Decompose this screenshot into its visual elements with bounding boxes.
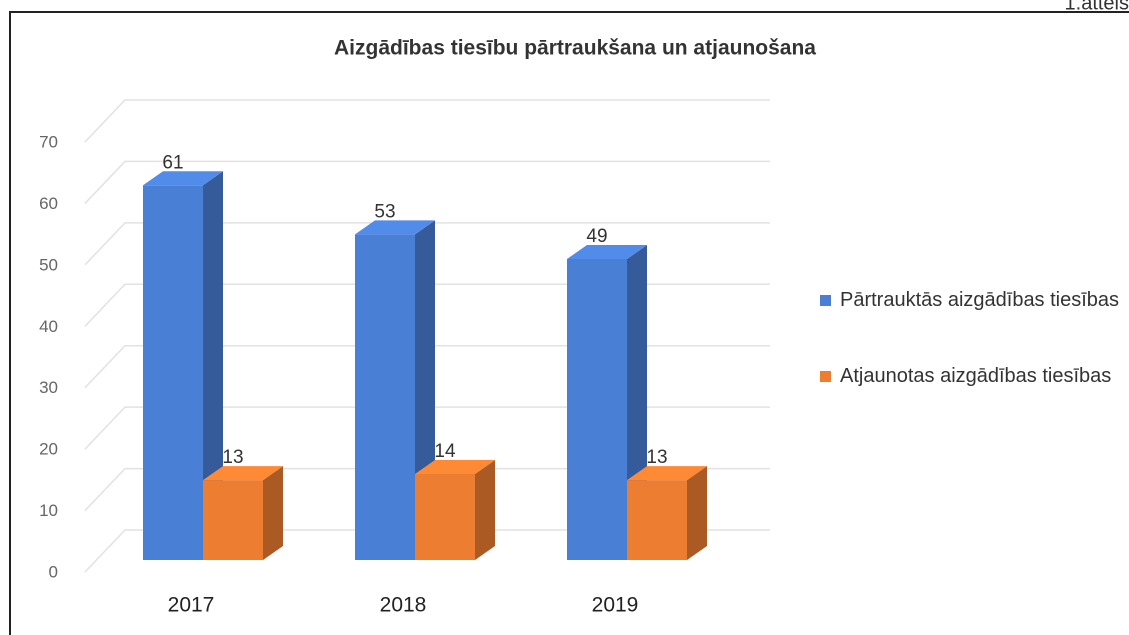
bar-front — [627, 480, 687, 560]
data-label: 61 — [162, 152, 183, 173]
y-tick-label: 30 — [39, 378, 58, 397]
y-tick-label: 10 — [39, 501, 58, 520]
grid-line — [84, 160, 770, 204]
figure-label: 1.attēls — [1065, 0, 1129, 14]
bar-front — [415, 474, 475, 560]
bar — [203, 466, 283, 560]
x-tick-label: 2019 — [592, 594, 639, 617]
bar-front — [355, 234, 415, 560]
y-tick-label: 0 — [49, 562, 58, 581]
data-label: 53 — [374, 201, 395, 222]
grid-line — [84, 344, 770, 389]
legend-item: Pārtrauktās aizgādības tiesības — [820, 286, 1129, 314]
bar — [627, 466, 707, 560]
chart-title: Aizgādības tiesību pārtraukšana un atjau… — [334, 37, 816, 60]
bar-top — [567, 245, 647, 259]
data-label: 49 — [586, 226, 607, 247]
bar — [143, 171, 223, 561]
grid-line — [84, 99, 770, 143]
bar-front — [567, 259, 627, 560]
bar-front — [143, 185, 203, 561]
grid-line — [84, 222, 770, 266]
bar-side — [687, 466, 707, 560]
bar-front — [203, 480, 263, 560]
bar-top — [143, 171, 223, 186]
grid-line — [84, 467, 770, 512]
data-label: 13 — [646, 447, 667, 468]
bar-top — [355, 220, 435, 235]
x-tick-label: 2017 — [168, 594, 215, 617]
x-tick-label: 2018 — [380, 594, 427, 617]
bar-side — [475, 460, 495, 560]
y-tick-label: 50 — [39, 255, 58, 274]
bar-top — [415, 460, 495, 474]
bar-top — [203, 466, 283, 481]
legend-item: Atjaunotas aizgādības tiesības — [820, 362, 1129, 390]
grid-line — [84, 529, 770, 573]
legend-label: Atjaunotas aizgādības tiesības — [840, 365, 1112, 387]
legend-swatch — [820, 295, 831, 306]
y-tick-label: 20 — [39, 440, 58, 459]
y-tick-label: 60 — [39, 194, 58, 213]
bar-side — [263, 466, 283, 560]
bar-side — [203, 171, 223, 561]
legend-label: Pārtrauktās aizgādības tiesības — [840, 289, 1120, 311]
grid-line — [84, 283, 770, 327]
bar — [415, 460, 495, 560]
bar-top — [627, 466, 707, 481]
data-label: 14 — [434, 441, 456, 462]
legend-swatch — [820, 371, 831, 382]
y-tick-label: 40 — [39, 317, 58, 336]
grid-line — [84, 406, 770, 450]
y-tick-label: 70 — [39, 132, 58, 151]
data-label: 13 — [222, 447, 243, 468]
bar — [355, 220, 435, 560]
